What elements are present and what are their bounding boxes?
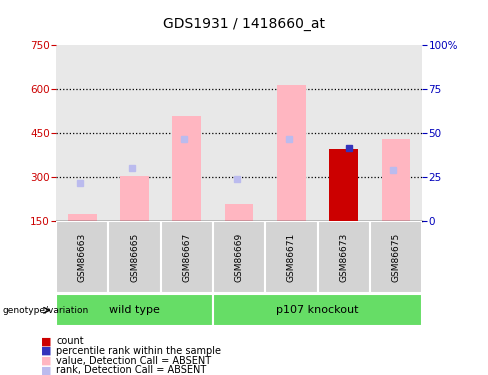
Text: ■: ■	[41, 346, 52, 356]
Text: wild type: wild type	[109, 305, 160, 315]
Bar	[56, 294, 213, 326]
Bar	[161, 221, 213, 292]
Bar	[318, 221, 370, 292]
Bar	[161, 45, 213, 221]
Text: genotype/variation: genotype/variation	[2, 306, 89, 315]
Text: GSM86663: GSM86663	[78, 232, 87, 282]
Text: value, Detection Call = ABSENT: value, Detection Call = ABSENT	[56, 356, 211, 366]
Bar	[213, 221, 265, 292]
Text: p107 knockout: p107 knockout	[276, 305, 359, 315]
Bar	[265, 45, 318, 221]
Bar	[213, 45, 265, 221]
Text: count: count	[56, 336, 84, 346]
Bar	[108, 221, 161, 292]
Bar	[213, 294, 422, 326]
Text: GSM86665: GSM86665	[130, 232, 139, 282]
Bar	[318, 45, 370, 221]
Bar	[108, 45, 161, 221]
Text: rank, Detection Call = ABSENT: rank, Detection Call = ABSENT	[56, 366, 206, 375]
Text: ■: ■	[41, 366, 52, 375]
Text: GSM86675: GSM86675	[391, 232, 401, 282]
Bar	[329, 149, 358, 221]
Bar	[277, 85, 306, 221]
Text: GDS1931 / 1418660_at: GDS1931 / 1418660_at	[163, 17, 325, 32]
Bar	[225, 204, 253, 221]
Text: percentile rank within the sample: percentile rank within the sample	[56, 346, 221, 356]
Text: ■: ■	[41, 356, 52, 366]
Text: GSM86667: GSM86667	[183, 232, 191, 282]
Bar	[370, 45, 422, 221]
Bar	[370, 221, 422, 292]
Bar	[172, 116, 201, 221]
Text: ■: ■	[41, 336, 52, 346]
Text: GSM86671: GSM86671	[287, 232, 296, 282]
Bar	[68, 214, 97, 221]
Text: GSM86669: GSM86669	[235, 232, 244, 282]
Bar	[120, 176, 149, 221]
Text: GSM86673: GSM86673	[339, 232, 348, 282]
Bar	[265, 221, 318, 292]
Bar	[382, 139, 410, 221]
Bar	[56, 45, 108, 221]
Bar	[56, 221, 108, 292]
